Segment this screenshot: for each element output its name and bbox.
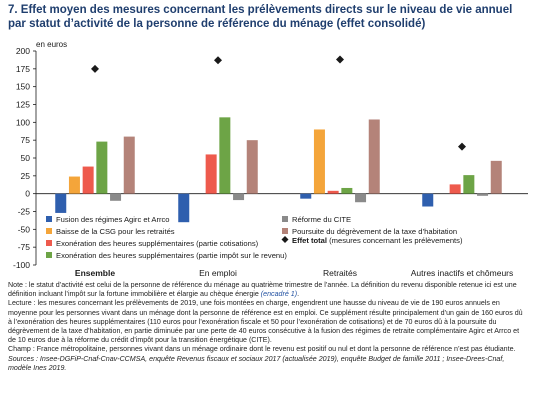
bar [68,176,80,194]
bar [368,119,380,194]
bar [82,166,94,194]
legend-swatch [46,240,52,246]
bar [355,193,367,203]
sources-paragraph: Sources : Insee-DGFiP-Cnaf-Cnav-CCMSA, e… [8,354,505,372]
y-tick-label: 100 [16,117,30,127]
category-label: Retraités [323,268,357,278]
chart-notes: Note : le statut d’activité est celui de… [8,281,528,373]
legend-marker-swatch [281,236,289,243]
total-effect-marker [336,55,344,64]
y-tick-label: 200 [16,46,30,56]
bar [123,136,135,194]
note-text: Note : le statut d’activité est celui de… [8,281,517,299]
y-tick-label: 175 [16,64,30,74]
title-line-2: par statut d’activité de la personne de … [8,17,426,30]
champ-paragraph: Champ : France métropolitaine, personnes… [8,345,516,354]
y-tick-label: 75 [21,135,31,145]
bar [341,187,353,194]
y-tick-label: 25 [21,171,31,181]
legend-label: Exonération des heures supplémentaires (… [56,239,259,248]
legend-swatch [282,216,288,222]
bar [205,154,217,194]
legend-label: Réforme du CITE [292,215,351,224]
bar [246,140,258,194]
y-tick-label: 125 [16,100,30,110]
legend-label: Exonération des heures supplémentaires (… [56,251,287,260]
bar [219,117,231,194]
legend-label: Poursuite du dégrèvement de la taxe d’ha… [292,227,457,236]
bar [55,193,67,213]
bar-chart: en euros -100 -75 -50 -25 0 25 50 75 100 125 150 175… [13,40,528,278]
y-tick-label: 50 [21,153,31,163]
bar [463,175,475,194]
y-tick-label: -100 [13,260,30,270]
bar [477,193,489,196]
total-effect-marker [214,56,222,65]
y-tick-label: -25 [18,207,31,217]
legend-label: Fusion des régimes Agirc et Arrco [56,215,170,224]
legend-swatch [46,228,52,234]
legend-swatch [282,228,288,234]
encadre-link[interactable]: (encadré 1) [260,290,298,299]
bar [490,160,502,194]
legend-swatch [46,252,52,258]
bar [300,193,312,199]
bar [233,193,245,201]
bar [422,193,434,207]
legend-total-name: Effet total [292,236,327,245]
bar [449,184,461,194]
legend-label-total: Effet total (mesures concernant les prél… [292,236,463,245]
category-label: En emploi [199,268,237,278]
bar [313,129,325,194]
title-line-1: 7. Effet moyen des mesures concernant le… [8,4,513,16]
note-paragraph: Note : le statut d’activité est celui de… [8,281,517,299]
bar [327,190,339,194]
y-tick-label: 0 [25,189,30,199]
legend-total-suffix: (mesures concernant les prélèvements) [327,236,463,245]
category-label: Autres inactifs et chômeurs [411,268,514,278]
chart-title: 7. Effet moyen des mesures concernant le… [8,4,528,31]
total-effect-marker [91,64,99,73]
total-effect-marker [458,142,466,151]
bar [96,141,108,194]
y-axis-label: en euros [36,40,67,49]
legend-swatch [46,216,52,222]
bar [110,193,122,201]
bar [178,193,190,223]
y-tick-label: 150 [16,82,30,92]
lecture-paragraph: Lecture : les mesures concernant les pré… [8,299,523,345]
y-tick-label: -75 [18,242,31,252]
y-tick-label: -50 [18,224,31,234]
category-label: Ensemble [75,268,115,278]
legend-label: Baisse de la CSG pour les retraités [56,227,175,236]
